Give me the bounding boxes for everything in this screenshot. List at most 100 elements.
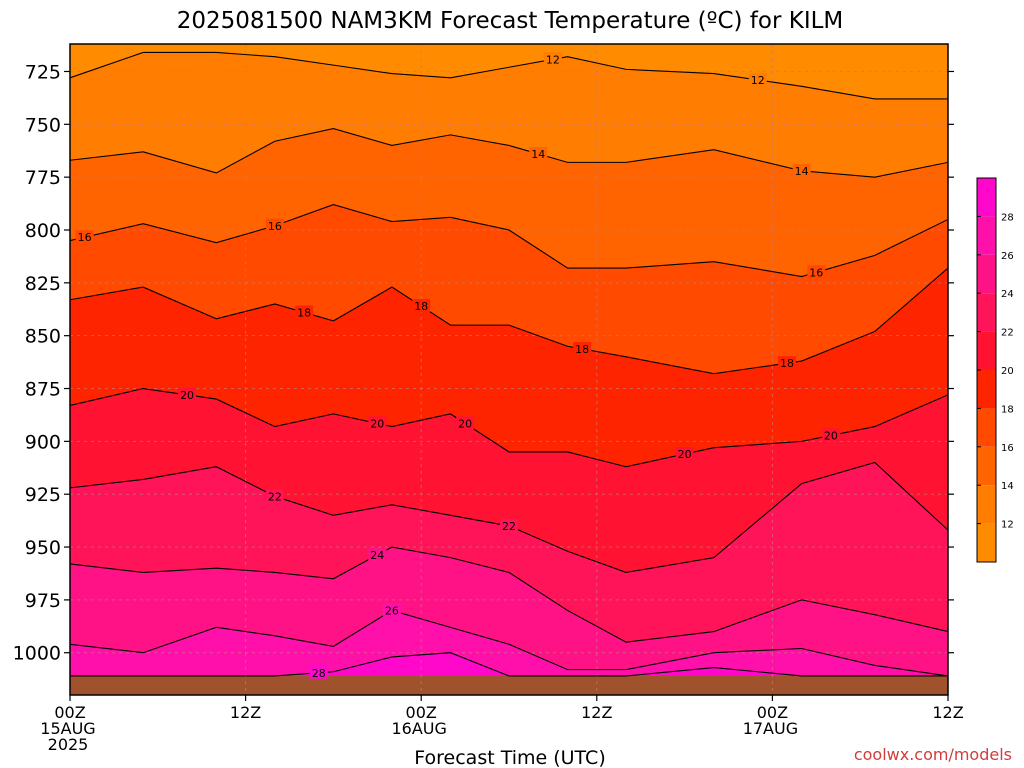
colorbar-bin-20 (977, 331, 996, 370)
colorbar-tick-label: 12 (1001, 520, 1014, 531)
isotherm-label-22: 22 (268, 490, 282, 503)
x-tick-label: 00Z (54, 703, 85, 722)
isotherm-label-bg-26 (382, 603, 401, 617)
x-tick-label: 12Z (230, 703, 261, 722)
isotherm-16 (69, 204, 949, 278)
colorbar-tick-label: 14 (1001, 481, 1014, 492)
isotherm-label-bg-24 (368, 547, 387, 561)
isotherm-12 (69, 51, 948, 100)
y-tick-label: 1000 (13, 643, 61, 665)
isotherm-label-bg-14 (529, 146, 548, 160)
isotherm-label-20: 20 (458, 417, 472, 430)
y-tick-label: 725 (25, 61, 61, 83)
colorbar-bin-24 (977, 254, 996, 294)
x-tick-label: 00Z (757, 703, 788, 722)
y-tick-label: 950 (25, 537, 61, 559)
isotherm-label-20: 20 (370, 417, 384, 430)
isotherm-label-bg-28 (309, 665, 328, 679)
isotherm-label-bg-20 (368, 416, 387, 430)
colorbar-bin-22 (977, 293, 996, 332)
isotherm-label-bg-18 (295, 305, 314, 319)
y-tick-label: 750 (25, 114, 61, 136)
isotherm-label-bg-12 (748, 72, 767, 86)
plot-frame (69, 43, 949, 696)
credit-text: coolwx.com/models (854, 745, 1012, 764)
colorbar-tick-label: 18 (1001, 404, 1014, 415)
isotherm-label-bg-22 (500, 518, 518, 532)
colorbar-tick-label: 24 (1001, 289, 1014, 300)
colorbar-bin-26 (977, 216, 996, 255)
colorbar-tick-label: 26 (1001, 251, 1014, 262)
colorbar-tick-label: 20 (1001, 366, 1014, 377)
y-tick-label: 925 (25, 484, 61, 506)
isotherm-label-12: 12 (751, 74, 765, 87)
isotherm-label-18: 18 (414, 300, 428, 313)
isotherm-label-bg-12 (543, 52, 562, 66)
isotherm-label-bg-16 (265, 218, 284, 232)
y-tick-label: 850 (25, 326, 61, 348)
y-tick-label: 875 (25, 379, 61, 401)
x-tick-label: 12Z (932, 703, 963, 722)
isotherm-label-18: 18 (297, 306, 311, 319)
y-tick-label: 825 (25, 273, 61, 295)
isotherm-label-bg-20 (178, 387, 197, 401)
isotherm-28 (70, 652, 948, 677)
isotherm-label-bg-16 (75, 230, 94, 244)
x-tick-label: 15AUG (40, 719, 95, 738)
x-tick-label: 12Z (581, 703, 612, 722)
isotherm-label-bg-20 (456, 416, 475, 430)
isotherm-label-bg-20 (675, 447, 694, 461)
isotherm-label-16: 16 (78, 231, 92, 244)
isotherm-label-18: 18 (575, 343, 589, 356)
isotherm-20 (69, 387, 949, 468)
colorbar-bin-14 (977, 446, 996, 486)
isotherm-22 (69, 461, 949, 573)
isotherm-label-14: 14 (795, 165, 809, 178)
isotherm-labels: 12 12 14 14 16 16 16 18 18 18 18 20 20 20 20 20 22 22 24 26… (75, 52, 840, 680)
colorbar-bin-12 (977, 485, 996, 524)
isotherm-lines (69, 51, 949, 677)
chart-title: 2025081500 NAM3KM Forecast Temperature (… (177, 8, 844, 34)
y-tick-label: 775 (25, 167, 61, 189)
y-tick-label: 900 (25, 431, 61, 453)
isotherm-label-16: 16 (268, 220, 282, 233)
isotherm-label-18: 18 (780, 357, 794, 370)
isotherm-24 (69, 546, 949, 643)
ground-surface (70, 675, 948, 695)
isotherm-label-bg-18 (573, 341, 592, 355)
isotherm-label-26: 26 (385, 604, 399, 617)
isotherm-label-bg-22 (265, 489, 284, 503)
colorbar-bin-28 (977, 178, 996, 217)
isotherm-label-bg-18 (412, 299, 431, 313)
ground-layer (70, 675, 948, 695)
x-tick-label: 16AUG (391, 719, 446, 738)
colorbar-bin-16 (977, 408, 996, 447)
isotherm-label-20: 20 (824, 429, 838, 442)
colorbar-tick-label: 28 (1001, 212, 1014, 223)
y-tick-label: 975 (25, 590, 61, 612)
isotherm-label-12: 12 (546, 53, 560, 66)
x-tick-label: 00Z (406, 703, 437, 722)
colorbar-tick-label: 22 (1001, 328, 1014, 339)
isotherm-label-bg-20 (821, 428, 840, 442)
isotherm-label-16: 16 (809, 266, 823, 279)
x-axis-label: Forecast Time (UTC) (414, 747, 605, 768)
colorbar: 12 14 16 18 20 22 24 26 28 (976, 177, 1014, 563)
isotherm-label-bg-18 (778, 356, 797, 370)
pressure-axis: 725 750 775 800 825 850 875 900 925 950 975 1000 (13, 61, 954, 665)
isotherm-label-bg-14 (792, 163, 811, 177)
y-tick-label: 800 (25, 220, 61, 242)
colorbar-tick-label: 16 (1001, 443, 1014, 454)
isotherm-label-14: 14 (531, 148, 545, 161)
colorbar-bin-18 (977, 370, 996, 409)
plot-border (69, 43, 949, 696)
isotherm-label-bg-16 (807, 265, 826, 279)
isotherm-26 (69, 609, 949, 677)
isotherm-label-20: 20 (180, 389, 194, 402)
colorbar-bin-10 (977, 523, 996, 562)
isotherm-14 (69, 127, 949, 178)
x-tick-label: 17AUG (743, 719, 798, 738)
temperature-fill-layer (70, 44, 948, 696)
